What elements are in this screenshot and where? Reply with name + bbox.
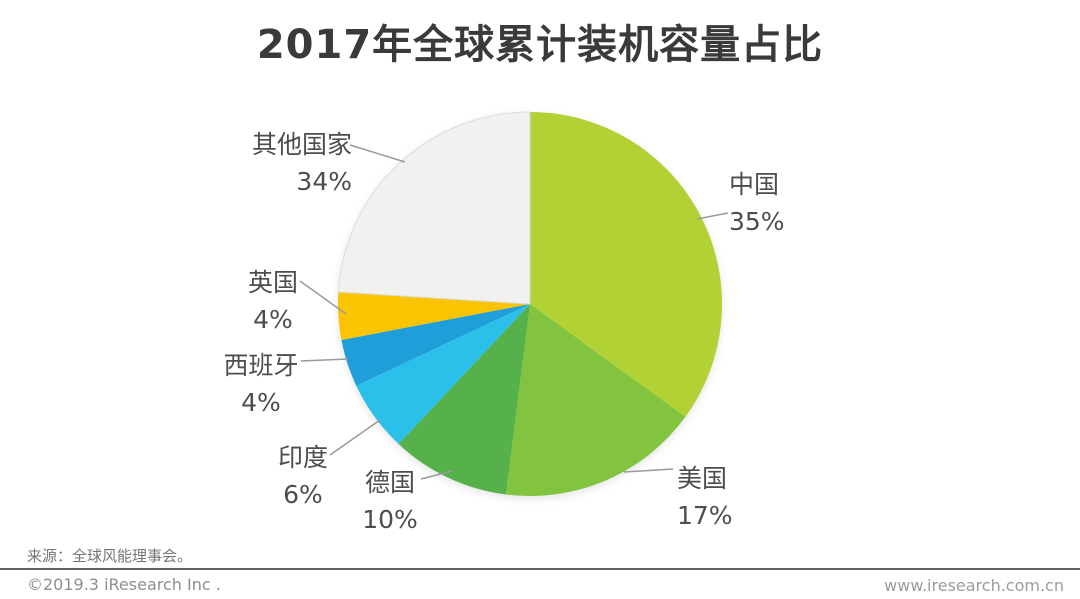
pie-slice-uk — [338, 291, 530, 340]
website-text: www.iresearch.com.cn — [884, 576, 1064, 595]
source-note: 来源：全球风能理事会。 — [27, 547, 193, 565]
leader-line-usa — [623, 468, 674, 473]
leader-lines-group — [299, 144, 729, 480]
slice-name: 英国 — [247, 268, 298, 297]
slice-label-others: 其他国家 34% — [152, 126, 352, 200]
chart-title: 2017年全球累计装机容量占比 — [256, 22, 824, 68]
slice-name: 其他国家 — [251, 130, 352, 159]
slice-percent: 4% — [241, 388, 281, 417]
footer-divider — [0, 568, 1080, 570]
pie-slice-usa — [505, 304, 686, 497]
slice-percent: 6% — [283, 480, 323, 509]
slice-label-uk: 英国 4% — [213, 264, 333, 338]
slice-label-germany: 德国 10% — [330, 464, 450, 538]
slice-name: 美国 — [677, 464, 728, 493]
leader-line-others — [349, 144, 406, 163]
slice-percent: 35% — [729, 207, 785, 236]
pie-slice-germany — [398, 304, 530, 495]
pie-slice-china — [530, 112, 722, 417]
slice-label-usa: 美国 17% — [677, 460, 733, 534]
slice-name: 中国 — [729, 170, 780, 199]
leader-line-spain — [300, 358, 349, 362]
leader-line-germany — [420, 470, 453, 480]
leader-line-china — [696, 212, 729, 220]
pie-slice-others — [337, 111, 531, 305]
slice-label-spain: 西班牙 4% — [201, 347, 321, 421]
pie-slice-spain — [341, 304, 530, 386]
copyright-text: ©2019.3 iResearch Inc . — [27, 575, 221, 594]
slice-name: 西班牙 — [223, 351, 299, 380]
slice-name: 德国 — [364, 468, 415, 497]
slice-percent: 17% — [677, 501, 733, 530]
slice-percent: 10% — [362, 505, 418, 534]
slice-label-india: 印度 6% — [243, 439, 363, 513]
pie-slices-group — [337, 111, 722, 497]
slice-name: 印度 — [277, 443, 328, 472]
slice-label-china: 中国 35% — [729, 166, 785, 240]
pie-slice-india — [356, 304, 530, 444]
slice-percent: 34% — [296, 167, 352, 196]
leader-line-india — [329, 419, 381, 456]
slice-percent: 4% — [253, 305, 293, 334]
leader-line-uk — [299, 280, 347, 315]
